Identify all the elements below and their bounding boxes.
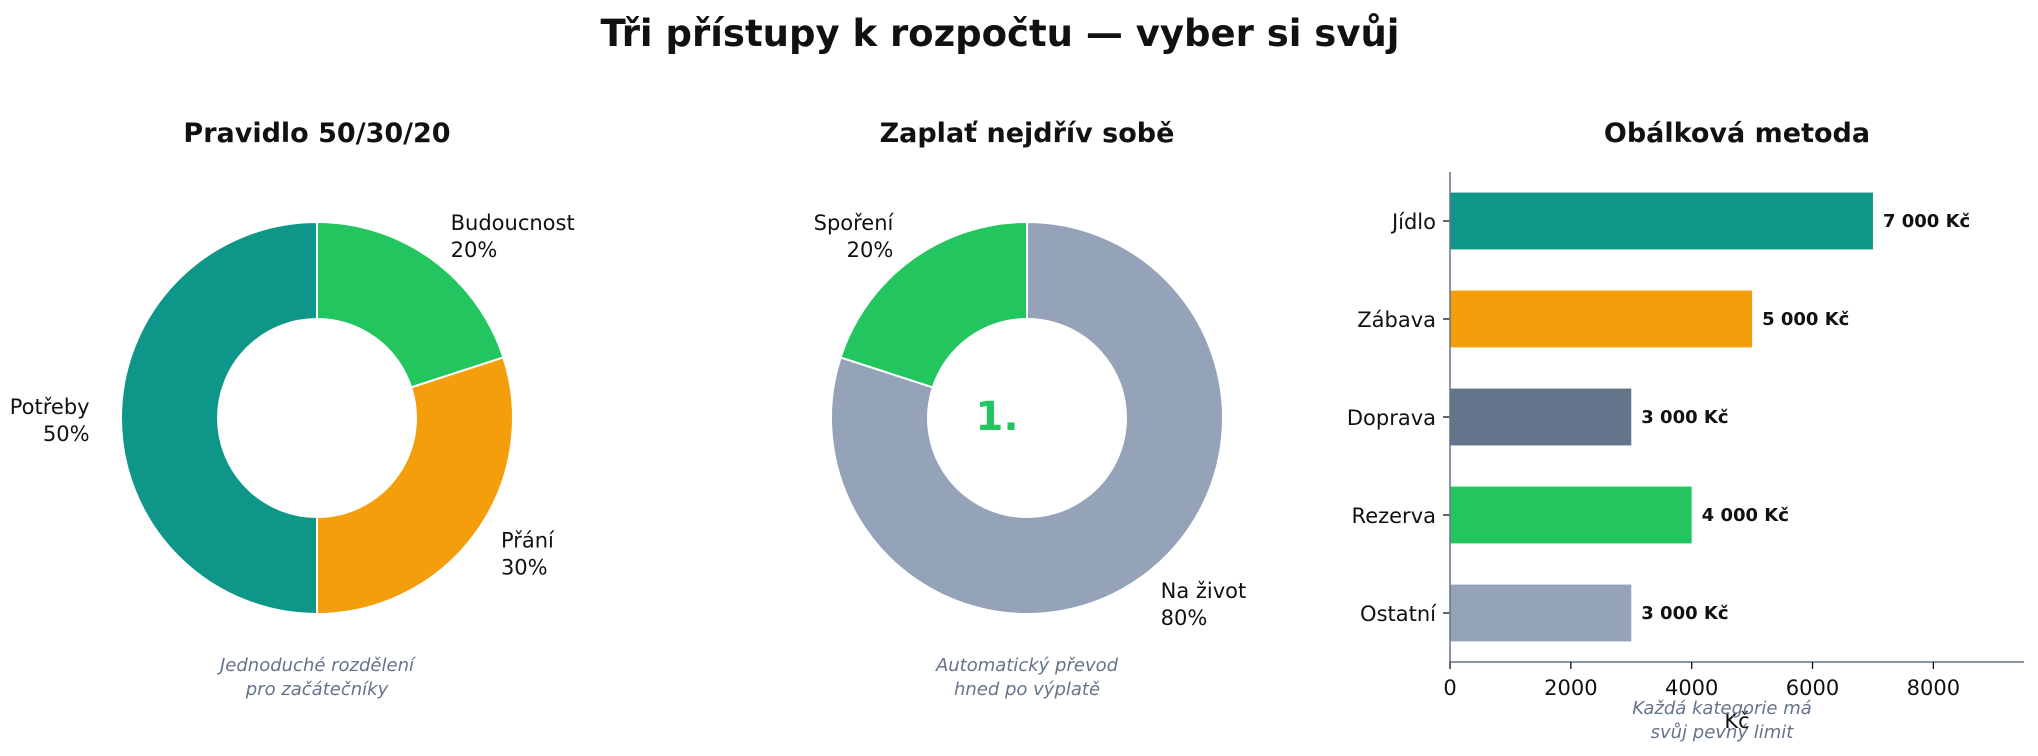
slice-prani	[316, 356, 514, 616]
chart-caption-line: pro začátečníky	[245, 679, 389, 700]
chart-title: Zaplať nejdřív sobě	[880, 118, 1175, 149]
y-tick-label-doprava: Doprava	[1347, 406, 1436, 430]
slice-pct-budoucnost: 20%	[451, 238, 498, 262]
y-tick-label-zabava: Zábava	[1357, 308, 1436, 332]
y-tick-label-jidlo: Jídlo	[1390, 210, 1436, 234]
slice-pct-potreby: 50%	[43, 422, 90, 446]
x-tick-label: 8000	[1907, 676, 1960, 700]
bar-value-label-zabava: 5 000 Kč	[1762, 309, 1849, 330]
x-tick-label: 0	[1443, 676, 1456, 700]
chart-title: Obálková metoda	[1604, 118, 1870, 149]
bar-value-label-jidlo: 7 000 Kč	[1883, 211, 1970, 232]
figure-title: Tři přístupy k rozpočtu — vyber si svůj	[601, 12, 1400, 55]
slice-potreby	[120, 220, 318, 616]
y-tick-label-rezerva: Rezerva	[1352, 504, 1436, 528]
chart-caption-line: Každá kategorie má	[1632, 698, 1812, 719]
slice-label-prani: Přání	[501, 529, 555, 553]
bar-value-label-rezerva: 4 000 Kč	[1702, 505, 1789, 526]
bar-doprava	[1450, 388, 1632, 446]
slice-pct-na-zivot: 80%	[1161, 606, 1208, 630]
x-tick-label: 2000	[1544, 676, 1597, 700]
bar-jidlo	[1450, 192, 1873, 250]
slice-pct-sporeni: 20%	[847, 238, 894, 262]
bar-zabava	[1450, 290, 1753, 348]
chart-50-30-20: Pravidlo 50/30/20 Budoucnost 20% Přání 30% Po…	[10, 118, 575, 700]
bar-rezerva	[1450, 486, 1692, 544]
x-axis-label: Kč	[1724, 709, 1749, 733]
x-tick-label: 4000	[1665, 676, 1718, 700]
slice-label-sporeni: Spoření	[814, 211, 895, 235]
bar-value-label-doprava: 3 000 Kč	[1641, 407, 1728, 428]
chart-caption-line: svůj pevný limit	[1651, 722, 1795, 743]
y-tick-label-ostatni: Ostatní	[1360, 602, 1437, 626]
slice-label-potreby: Potřeby	[10, 395, 90, 419]
chart-envelope-method: Obálková metoda Jídlo 7 000 Kč Zábava 5 000 …	[1347, 118, 2024, 743]
chart-pay-yourself-first: Zaplať nejdřív sobě Na život 80% Spoření 20%…	[814, 118, 1247, 700]
chart-caption-line: hned po výplatě	[954, 679, 1100, 700]
chart-caption-line: Jednoduché rozdělení	[217, 655, 417, 676]
x-tick-label: 6000	[1786, 676, 1839, 700]
bar-ostatni	[1450, 584, 1632, 642]
slice-sporeni	[839, 220, 1028, 389]
slice-pct-prani: 30%	[501, 556, 548, 580]
chart-title: Pravidlo 50/30/20	[183, 118, 450, 149]
slice-budoucnost	[316, 220, 505, 389]
bar-value-label-ostatni: 3 000 Kč	[1641, 603, 1728, 624]
slice-label-budoucnost: Budoucnost	[451, 211, 575, 235]
slice-na-zivot	[830, 220, 1224, 615]
chart-caption-line: Automatický převod	[935, 655, 1119, 676]
slice-label-na-zivot: Na život	[1161, 579, 1247, 603]
center-label: 1.	[975, 394, 1018, 440]
